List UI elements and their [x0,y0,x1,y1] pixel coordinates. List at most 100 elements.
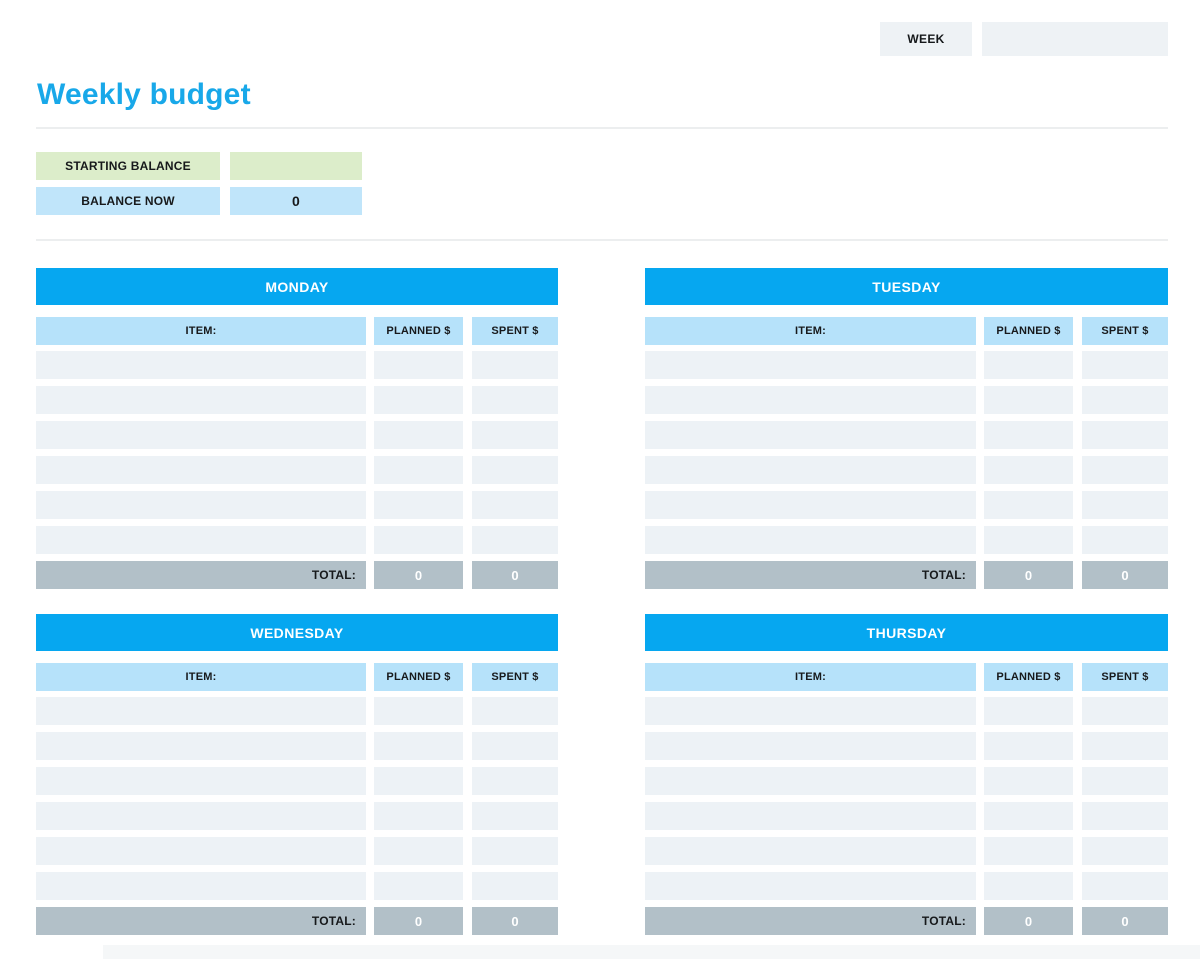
week-input[interactable] [982,22,1168,56]
spent-cell[interactable] [472,526,558,554]
planned-cell[interactable] [374,802,463,830]
table-row [645,697,1168,725]
spent-cell[interactable] [1082,351,1168,379]
total-row: TOTAL: 0 0 [645,907,1168,935]
next-section-edge [103,945,1200,959]
item-cell[interactable] [36,802,366,830]
planned-column-header: PLANNED $ [984,663,1073,691]
planned-cell[interactable] [374,767,463,795]
planned-cell[interactable] [984,526,1073,554]
item-cell[interactable] [645,732,976,760]
item-cell[interactable] [36,526,366,554]
planned-cell[interactable] [374,491,463,519]
total-planned-value: 0 [374,907,463,935]
planned-cell[interactable] [984,351,1073,379]
spent-cell[interactable] [472,421,558,449]
item-cell[interactable] [36,421,366,449]
spent-cell[interactable] [1082,802,1168,830]
item-cell[interactable] [36,697,366,725]
item-cell[interactable] [645,697,976,725]
spent-cell[interactable] [472,732,558,760]
table-row [645,837,1168,865]
item-cell[interactable] [36,456,366,484]
planned-cell[interactable] [984,802,1073,830]
item-cell[interactable] [645,421,976,449]
item-cell[interactable] [645,456,976,484]
planned-cell[interactable] [984,421,1073,449]
spent-cell[interactable] [472,386,558,414]
table-row [36,872,558,900]
spent-cell[interactable] [1082,767,1168,795]
planned-cell[interactable] [984,872,1073,900]
planned-cell[interactable] [984,732,1073,760]
spent-column-header: SPENT $ [1082,663,1168,691]
table-row [645,872,1168,900]
planned-cell[interactable] [374,421,463,449]
spent-cell[interactable] [472,767,558,795]
planned-cell[interactable] [984,491,1073,519]
spent-cell[interactable] [472,351,558,379]
planned-cell[interactable] [374,386,463,414]
divider [36,127,1168,129]
item-cell[interactable] [36,837,366,865]
table-row [645,351,1168,379]
planned-cell[interactable] [374,351,463,379]
total-label: TOTAL: [645,907,976,935]
starting-balance-input[interactable] [230,152,362,180]
spent-cell[interactable] [1082,421,1168,449]
item-cell[interactable] [36,767,366,795]
spent-cell[interactable] [472,802,558,830]
total-label: TOTAL: [645,561,976,589]
planned-cell[interactable] [374,697,463,725]
item-cell[interactable] [36,872,366,900]
total-label: TOTAL: [36,561,366,589]
planned-cell[interactable] [374,837,463,865]
item-column-header: ITEM: [645,317,976,345]
table-row [36,732,558,760]
spent-cell[interactable] [1082,386,1168,414]
total-spent-value: 0 [472,561,558,589]
spent-cell[interactable] [472,837,558,865]
planned-cell[interactable] [984,837,1073,865]
spent-cell[interactable] [1082,456,1168,484]
spent-cell[interactable] [472,456,558,484]
item-cell[interactable] [36,732,366,760]
planned-cell[interactable] [984,697,1073,725]
column-header-row: ITEM: PLANNED $ SPENT $ [645,317,1168,345]
spent-cell[interactable] [1082,837,1168,865]
total-row: TOTAL: 0 0 [36,907,558,935]
column-header-row: ITEM: PLANNED $ SPENT $ [36,317,558,345]
item-cell[interactable] [645,802,976,830]
item-cell[interactable] [36,386,366,414]
table-row [36,837,558,865]
planned-cell[interactable] [374,526,463,554]
spent-cell[interactable] [1082,697,1168,725]
total-row: TOTAL: 0 0 [645,561,1168,589]
item-cell[interactable] [36,351,366,379]
item-cell[interactable] [645,526,976,554]
item-cell[interactable] [645,872,976,900]
spent-cell[interactable] [472,872,558,900]
table-row [36,386,558,414]
item-cell[interactable] [645,351,976,379]
planned-cell[interactable] [374,732,463,760]
total-planned-value: 0 [984,561,1073,589]
item-cell[interactable] [645,386,976,414]
item-cell[interactable] [645,767,976,795]
day-table-monday: MONDAY ITEM: PLANNED $ SPENT $ TOTAL: 0 … [36,268,558,589]
item-cell[interactable] [645,837,976,865]
spent-cell[interactable] [1082,732,1168,760]
item-column-header: ITEM: [645,663,976,691]
spent-cell[interactable] [1082,491,1168,519]
planned-cell[interactable] [374,456,463,484]
item-cell[interactable] [36,491,366,519]
spent-cell[interactable] [1082,526,1168,554]
item-cell[interactable] [645,491,976,519]
spent-cell[interactable] [472,491,558,519]
spent-cell[interactable] [472,697,558,725]
planned-cell[interactable] [984,767,1073,795]
planned-cell[interactable] [984,386,1073,414]
planned-cell[interactable] [374,872,463,900]
spent-cell[interactable] [1082,872,1168,900]
planned-cell[interactable] [984,456,1073,484]
